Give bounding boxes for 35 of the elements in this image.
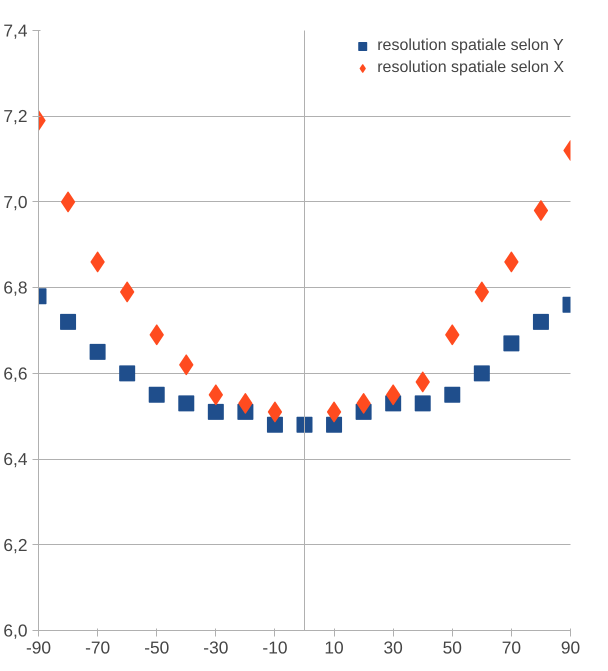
y-tick-label: 7,2 xyxy=(3,106,28,126)
y-tick-label: 6,6 xyxy=(3,363,28,384)
y-tick-label: 6,2 xyxy=(3,534,28,555)
y-tick-label: 6,4 xyxy=(3,449,28,470)
x-tick-label: 30 xyxy=(384,638,403,658)
x-tick-label: -10 xyxy=(262,638,288,658)
point xyxy=(208,404,224,420)
point xyxy=(414,395,431,412)
point xyxy=(60,314,76,330)
point xyxy=(266,416,283,433)
x-tick-label: -70 xyxy=(85,638,110,658)
x-tick-label: 10 xyxy=(324,638,344,658)
point xyxy=(148,386,165,403)
x-tick-label: -30 xyxy=(203,638,228,658)
point xyxy=(474,365,490,382)
point xyxy=(296,416,312,433)
point xyxy=(534,200,548,221)
x-tick-label: -90 xyxy=(26,638,52,658)
y-tick-label: 7,0 xyxy=(3,192,28,212)
y-tick-label: 6,0 xyxy=(3,620,28,640)
point xyxy=(532,314,549,330)
point xyxy=(326,416,342,433)
x-tick-label: 70 xyxy=(502,638,522,658)
x-tick-label: 50 xyxy=(442,638,462,658)
x-tick-label: -50 xyxy=(144,638,170,658)
legend-label: resolution spatiale selon Y xyxy=(377,37,564,55)
point xyxy=(503,335,520,352)
point xyxy=(90,344,106,360)
legend-label: resolution spatiale selon X xyxy=(377,59,564,77)
point xyxy=(178,395,194,412)
point xyxy=(119,365,136,382)
y-tick-label: 6,8 xyxy=(3,278,28,298)
x-tick-label: 90 xyxy=(560,638,580,658)
point xyxy=(444,386,460,403)
y-tick-label: 7,4 xyxy=(3,20,28,40)
